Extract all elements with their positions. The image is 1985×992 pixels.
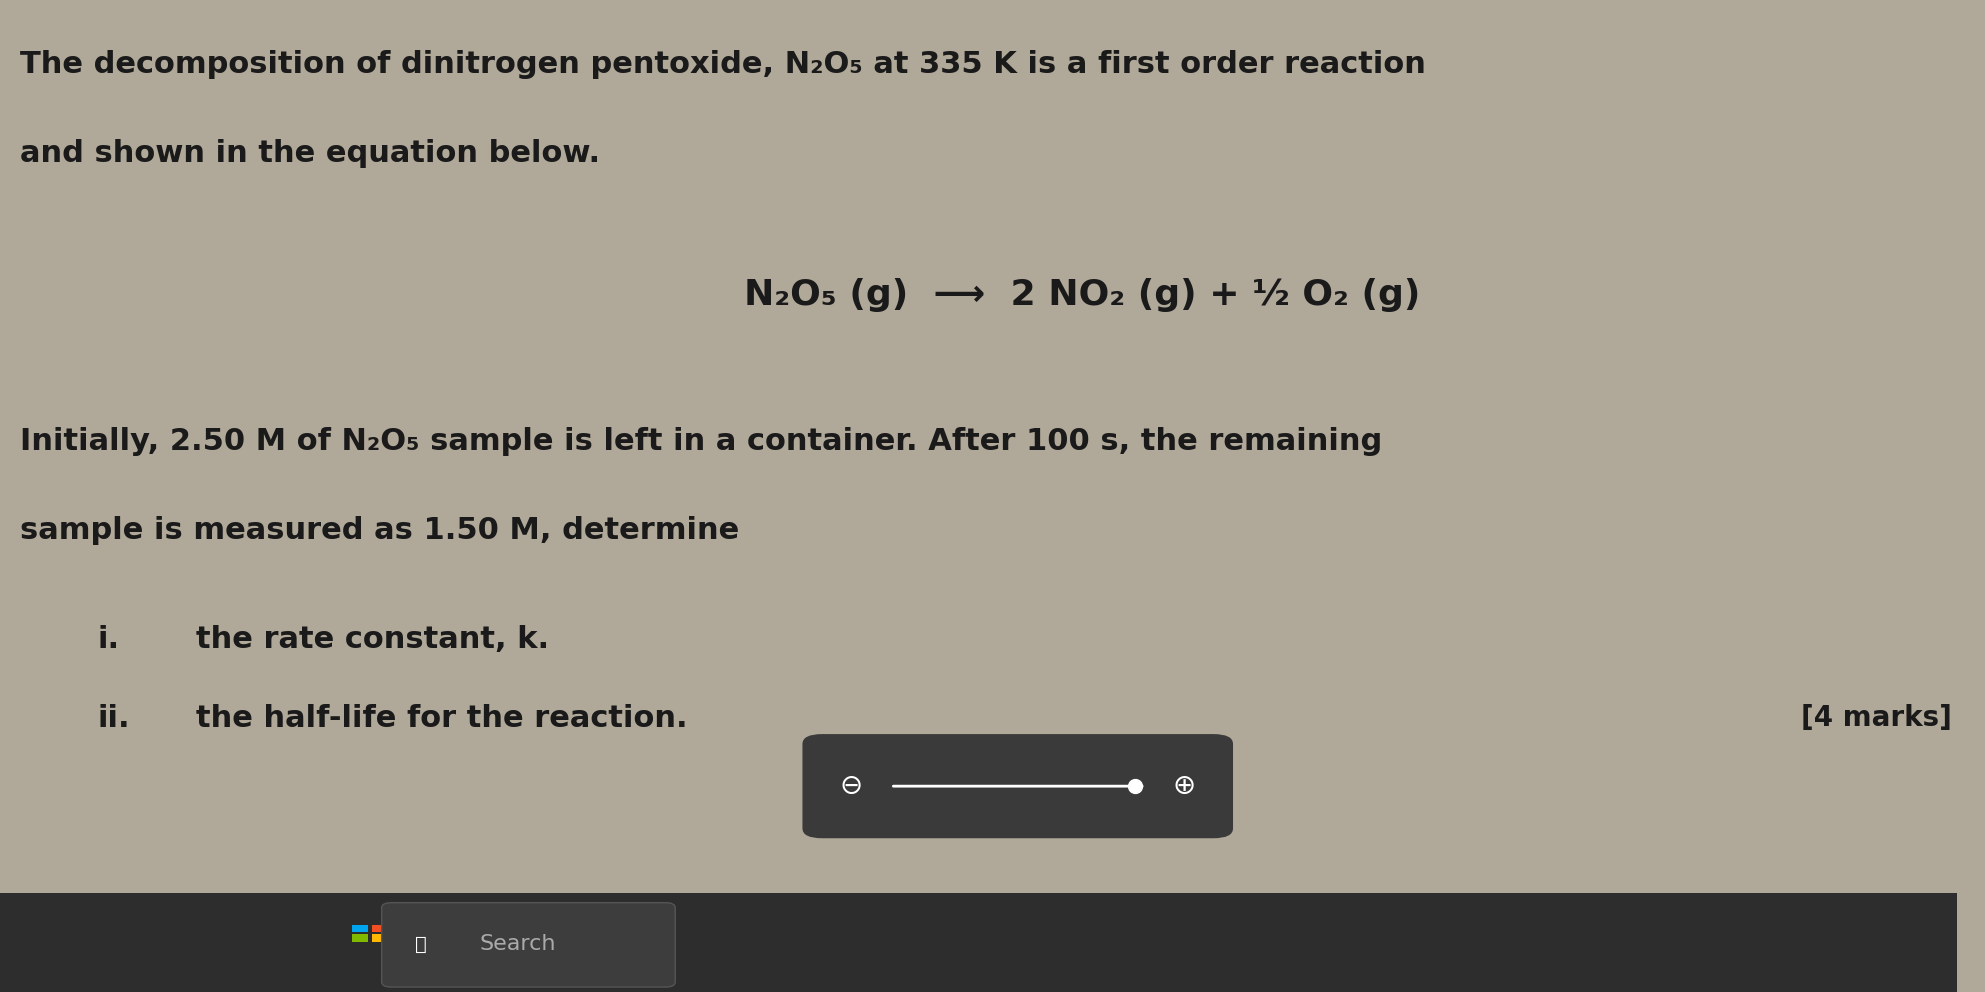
Text: the half-life for the reaction.: the half-life for the reaction. [197, 704, 687, 733]
Bar [371, 925, 387, 932]
Bar [0, 893, 1957, 992]
Text: the rate constant, k.: the rate constant, k. [197, 625, 548, 654]
Text: The decomposition of dinitrogen pentoxide, N₂O₅ at 335 K is a first order reacti: The decomposition of dinitrogen pentoxid… [20, 50, 1425, 78]
FancyBboxPatch shape [381, 903, 675, 987]
Text: Initially, 2.50 M of N₂O₅ sample is left in a container. After 100 s, the remain: Initially, 2.50 M of N₂O₅ sample is left… [20, 427, 1382, 455]
Text: i.: i. [97, 625, 119, 654]
Text: Search: Search [480, 934, 556, 954]
Text: N₂O₅ (g)  ⟶  2 NO₂ (g) + ½ O₂ (g): N₂O₅ (g) ⟶ 2 NO₂ (g) + ½ O₂ (g) [744, 278, 1419, 311]
Text: ii.: ii. [97, 704, 131, 733]
Text: sample is measured as 1.50 M, determine: sample is measured as 1.50 M, determine [20, 516, 738, 545]
Text: 🔍: 🔍 [415, 934, 427, 954]
Text: ⊕: ⊕ [1173, 772, 1195, 801]
FancyBboxPatch shape [802, 734, 1233, 838]
Text: ⊖: ⊖ [840, 772, 863, 801]
Bar [371, 934, 387, 942]
Text: [4 marks]: [4 marks] [1800, 704, 1951, 732]
Text: and shown in the equation below.: and shown in the equation below. [20, 139, 599, 168]
Bar [351, 934, 367, 942]
Bar [351, 925, 367, 932]
